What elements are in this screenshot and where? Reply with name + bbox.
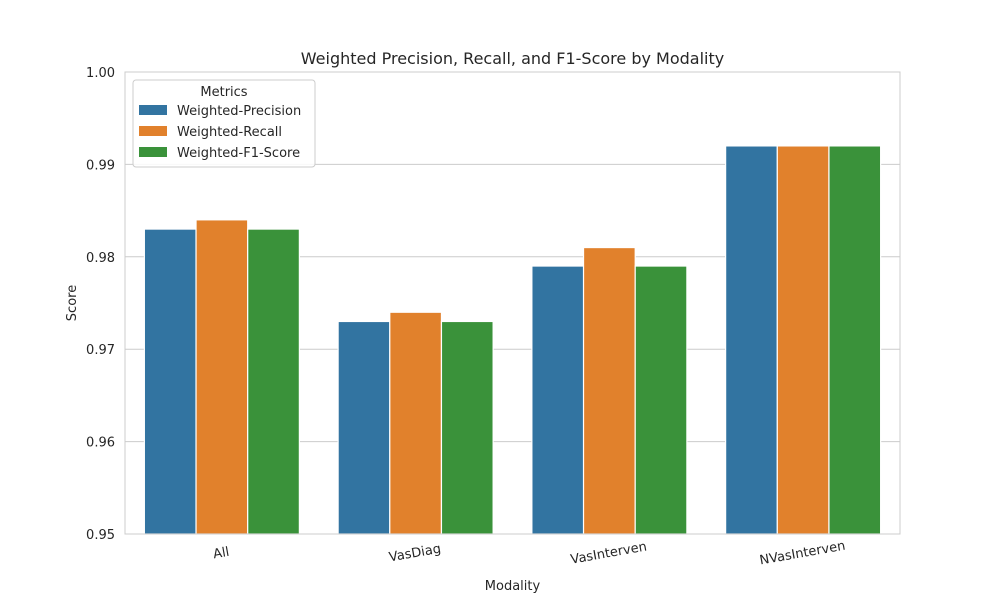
- legend-label: Weighted-F1-Score: [177, 146, 300, 161]
- bar-weighted-recall-vasdiag: [389, 311, 443, 535]
- y-tick-label: 0.95: [86, 528, 115, 543]
- plot-frame: [124, 71, 901, 535]
- bars: [143, 145, 882, 535]
- bar-weighted-f1-score-nvasinterven: [828, 145, 882, 535]
- chart-title: Weighted Precision, Recall, and F1-Score…: [301, 49, 724, 68]
- y-tick-label: 0.99: [86, 158, 115, 173]
- bar-weighted-precision-nvasinterven: [725, 145, 778, 535]
- bar-weighted-f1-score-vasdiag: [440, 320, 494, 535]
- x-axis-label: Modality: [485, 579, 541, 594]
- y-tick-label: 0.98: [86, 251, 115, 266]
- bar-weighted-recall-vasinterven: [582, 246, 636, 535]
- y-axis-label: Score: [65, 285, 80, 321]
- bar-weighted-precision-all: [143, 228, 197, 535]
- legend-label: Weighted-Recall: [177, 125, 282, 140]
- bar-weighted-recall-nvasinterven: [776, 145, 830, 535]
- y-tick-label: 1.00: [86, 66, 115, 81]
- bar-weighted-recall-all: [195, 219, 249, 535]
- y-tick-label: 0.97: [86, 343, 115, 358]
- bar-weighted-f1-score-all: [247, 228, 300, 535]
- legend-label: Weighted-Precision: [177, 104, 301, 119]
- y-tick-label: 0.96: [86, 436, 115, 451]
- legend-items: Weighted-Precision Weighted-Recall Weighte…: [139, 104, 301, 161]
- legend-swatch: [139, 147, 167, 157]
- legend-swatch: [139, 126, 167, 136]
- bar-weighted-precision-vasdiag: [337, 320, 391, 535]
- legend-box: [132, 79, 316, 168]
- bar-weighted-f1-score-vasinterven: [634, 265, 688, 535]
- y-tick-labels: 0.95 0.96 0.97 0.98 0.99 1.00: [86, 66, 115, 543]
- x-tick-label: All: [212, 545, 230, 563]
- legend: Metrics Weighted-Precision Weighted-Recal…: [132, 79, 316, 168]
- bar-weighted-precision-vasinterven: [531, 265, 585, 535]
- legend-swatch: [139, 105, 167, 115]
- legend-title: Metrics: [200, 85, 247, 100]
